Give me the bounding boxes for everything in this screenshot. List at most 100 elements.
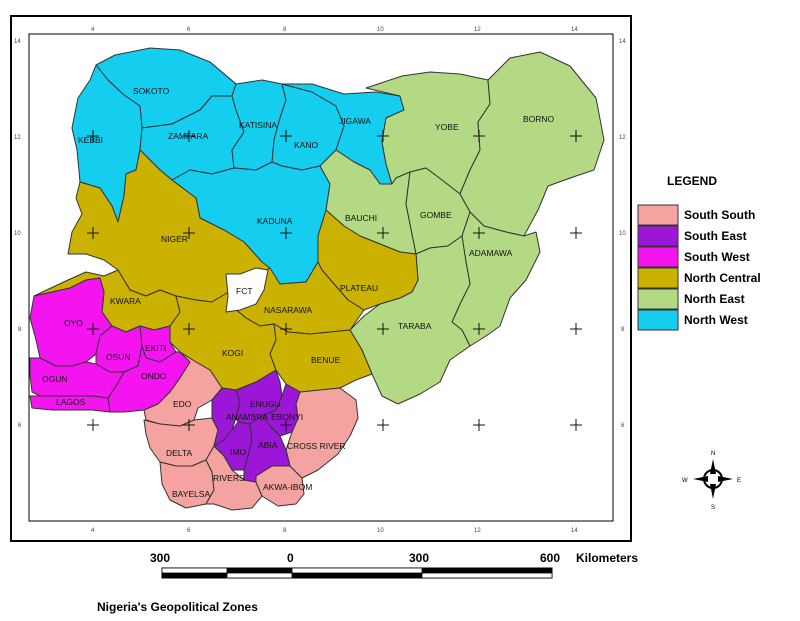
label-ebonyi: EBONYI bbox=[271, 412, 303, 422]
legend-swatch-north-central bbox=[637, 267, 679, 289]
legend-label-north-central: North Central bbox=[684, 271, 761, 285]
tick-y-6-right: 6 bbox=[621, 423, 625, 429]
label-enugu: ENUGU bbox=[250, 399, 281, 409]
outer-frame bbox=[10, 15, 632, 542]
compass-w: W bbox=[682, 478, 688, 484]
compass-s: S bbox=[711, 505, 715, 511]
grid-cross bbox=[377, 227, 389, 239]
grid-cross bbox=[280, 227, 292, 239]
map-caption: Nigeria's Geopolitical Zones bbox=[97, 600, 258, 614]
legend-title: LEGEND bbox=[667, 174, 717, 188]
label-nasarawa: NASARAWA bbox=[264, 305, 312, 315]
state-bayelsa bbox=[159, 459, 215, 509]
map-frame bbox=[28, 33, 614, 522]
tick-x-4: 4 bbox=[91, 27, 95, 33]
tick-x-14: 14 bbox=[571, 27, 578, 33]
grid-cross bbox=[87, 323, 99, 335]
compass-west-point bbox=[693, 476, 708, 482]
legend-swatch-south-west bbox=[637, 246, 679, 268]
state-ogun bbox=[29, 357, 125, 399]
label-kebbi: KEBBI bbox=[78, 135, 103, 145]
tick-x-6: 6 bbox=[187, 27, 191, 33]
grid-cross bbox=[87, 130, 99, 142]
label-oyo: OYO bbox=[64, 318, 83, 328]
scale-label-mid: 0 bbox=[287, 551, 294, 565]
grid-cross bbox=[183, 323, 195, 335]
state-abia bbox=[243, 415, 291, 483]
tick-y-10-right: 10 bbox=[619, 231, 626, 237]
grid-cross bbox=[570, 419, 582, 431]
scale-seg-6 bbox=[292, 573, 422, 578]
label-bayelsa: BAYELSA bbox=[172, 489, 210, 499]
label-katsina: KATISINA bbox=[239, 120, 277, 130]
label-ondo: ONDO bbox=[141, 371, 167, 381]
label-delta: DELTA bbox=[166, 448, 192, 458]
label-kogi: KOGI bbox=[222, 348, 243, 358]
grid-cross bbox=[280, 323, 292, 335]
grid-cross bbox=[473, 130, 485, 142]
tick-x-8: 8 bbox=[283, 27, 287, 33]
label-kwara: KWARA bbox=[110, 296, 141, 306]
compass-rose: N S E W bbox=[682, 451, 741, 511]
grid-cross bbox=[183, 130, 195, 142]
label-kaduna: KADUNA bbox=[257, 216, 293, 226]
label-edo: EDO bbox=[173, 399, 192, 409]
compass-n: N bbox=[711, 451, 715, 457]
scale-seg-4 bbox=[226, 572, 293, 579]
scale-seg-8 bbox=[421, 572, 553, 579]
state-benue bbox=[269, 323, 373, 393]
legend-swatch-north-east bbox=[637, 288, 679, 310]
legend-swatch-north-west bbox=[637, 309, 679, 331]
tick-y-8: 8 bbox=[18, 327, 22, 333]
legend-label-south-south: South South bbox=[684, 208, 755, 222]
state-labels: SOKOTO KEBBI ZAMFARA KATISINA KANO JIGAW… bbox=[42, 86, 555, 499]
grid-cross bbox=[280, 419, 292, 431]
left-tick-labels: 14 12 10 8 6 bbox=[14, 39, 22, 429]
legend: LEGEND South South South East South West… bbox=[637, 174, 761, 331]
label-gombe: GOMBE bbox=[420, 210, 452, 220]
label-sokoto: SOKOTO bbox=[133, 86, 170, 96]
tick-y-10: 10 bbox=[14, 231, 21, 237]
compass-east-point bbox=[718, 476, 733, 482]
tick-y-12-right: 12 bbox=[619, 135, 626, 141]
tick-x-4-bottom: 4 bbox=[91, 528, 95, 534]
label-imo: IMO bbox=[230, 447, 246, 457]
state-borno bbox=[459, 51, 605, 237]
legend-label-north-west: North West bbox=[684, 313, 748, 327]
scale-seg-2 bbox=[227, 568, 292, 573]
compass-north-point bbox=[710, 459, 716, 474]
tick-x-14-bottom: 14 bbox=[571, 528, 578, 534]
label-anambra: ANAMBRA bbox=[226, 412, 268, 422]
grid-cross bbox=[280, 130, 292, 142]
label-borno: BORNO bbox=[523, 114, 555, 124]
legend-swatch-south-south bbox=[637, 204, 679, 226]
label-plateau: PLATEAU bbox=[340, 283, 378, 293]
tick-y-14-right: 14 bbox=[619, 39, 626, 45]
scale-bar: 300 0 300 600 Kilometers bbox=[150, 551, 638, 579]
label-zamfara: ZAMFARA bbox=[168, 131, 208, 141]
grid-cross bbox=[570, 227, 582, 239]
label-fct: FCT bbox=[236, 286, 253, 296]
graticule bbox=[87, 130, 582, 431]
scale-label-left: 300 bbox=[150, 551, 170, 565]
label-osun: OSUN bbox=[106, 352, 131, 362]
grid-cross bbox=[473, 227, 485, 239]
tick-y-6: 6 bbox=[18, 423, 22, 429]
tick-x-12: 12 bbox=[474, 27, 481, 33]
label-yobe: YOBE bbox=[435, 122, 459, 132]
legend-label-south-east: South East bbox=[684, 229, 747, 243]
states bbox=[29, 47, 605, 511]
scale-label-right: 300 bbox=[409, 551, 429, 565]
grid-cross bbox=[377, 323, 389, 335]
label-rivers: RIVERS bbox=[213, 473, 245, 483]
label-adamawa: ADAMAWA bbox=[469, 248, 513, 258]
scale-seg-1 bbox=[161, 567, 228, 574]
compass-e: E bbox=[737, 478, 741, 484]
scale-seg-3 bbox=[162, 573, 227, 578]
grid-cross bbox=[570, 323, 582, 335]
label-kano: KANO bbox=[294, 140, 318, 150]
label-ogun: OGUN bbox=[42, 374, 68, 384]
grid-cross bbox=[377, 130, 389, 142]
label-taraba: TARABA bbox=[398, 321, 432, 331]
